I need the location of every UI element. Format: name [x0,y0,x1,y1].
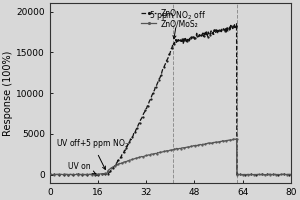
Text: 5 ppm NO$_2$ off: 5 ppm NO$_2$ off [149,9,206,39]
Legend: ZnO, ZnO/MoS₂: ZnO, ZnO/MoS₂ [138,5,201,31]
Text: UV on: UV on [68,162,96,174]
Text: UV off+5 ppm NO$_2$: UV off+5 ppm NO$_2$ [56,137,129,169]
Y-axis label: Response (100%): Response (100%) [4,50,14,136]
